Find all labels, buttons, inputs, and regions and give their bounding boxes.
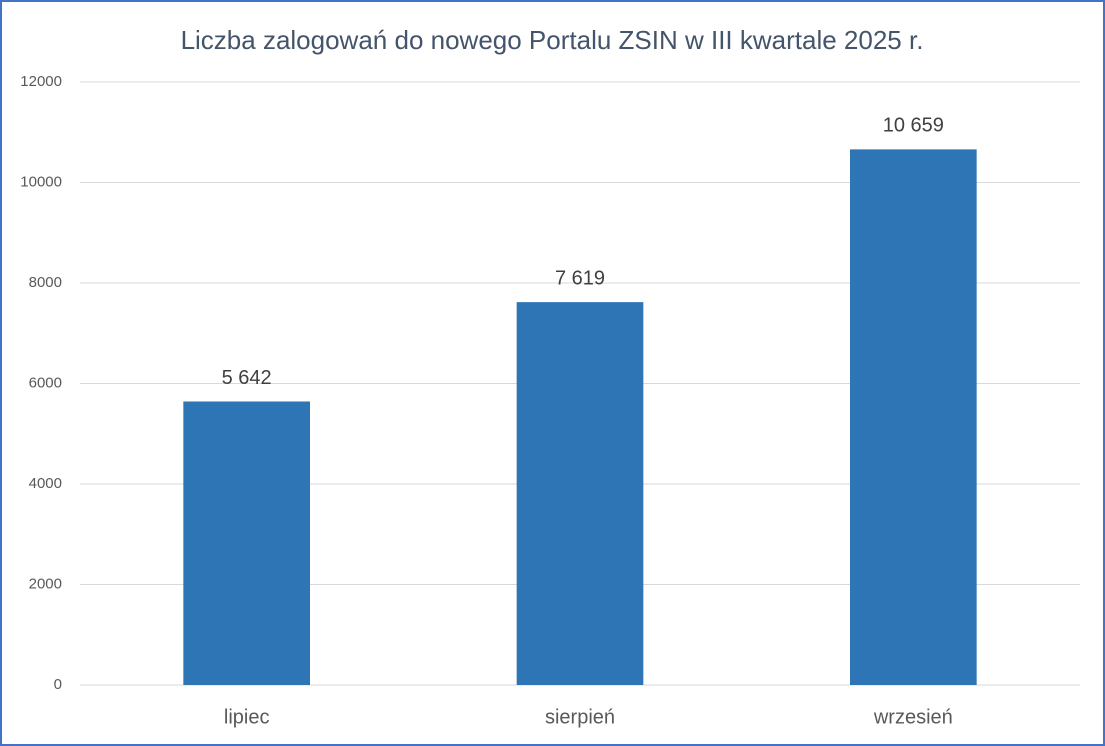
x-tick-label: wrzesień [873,706,953,728]
value-label: 7 619 [555,267,605,289]
y-tick-label: 12000 [20,73,62,90]
value-label: 5 642 [222,367,272,389]
bar [183,401,310,685]
x-tick-label: sierpień [545,706,615,728]
bar [850,149,977,685]
y-tick-label: 6000 [29,374,62,391]
x-tick-label: lipiec [224,706,270,728]
y-tick-label: 2000 [29,575,62,592]
value-label: 10 659 [883,115,944,137]
bar [516,302,644,685]
y-tick-label: 0 [54,676,62,693]
y-tick-label: 10000 [20,173,62,190]
y-tick-label: 4000 [29,475,62,492]
y-tick-label: 8000 [29,274,62,291]
chart-title: Liczba zalogowań do nowego Portalu ZSIN … [181,25,924,55]
